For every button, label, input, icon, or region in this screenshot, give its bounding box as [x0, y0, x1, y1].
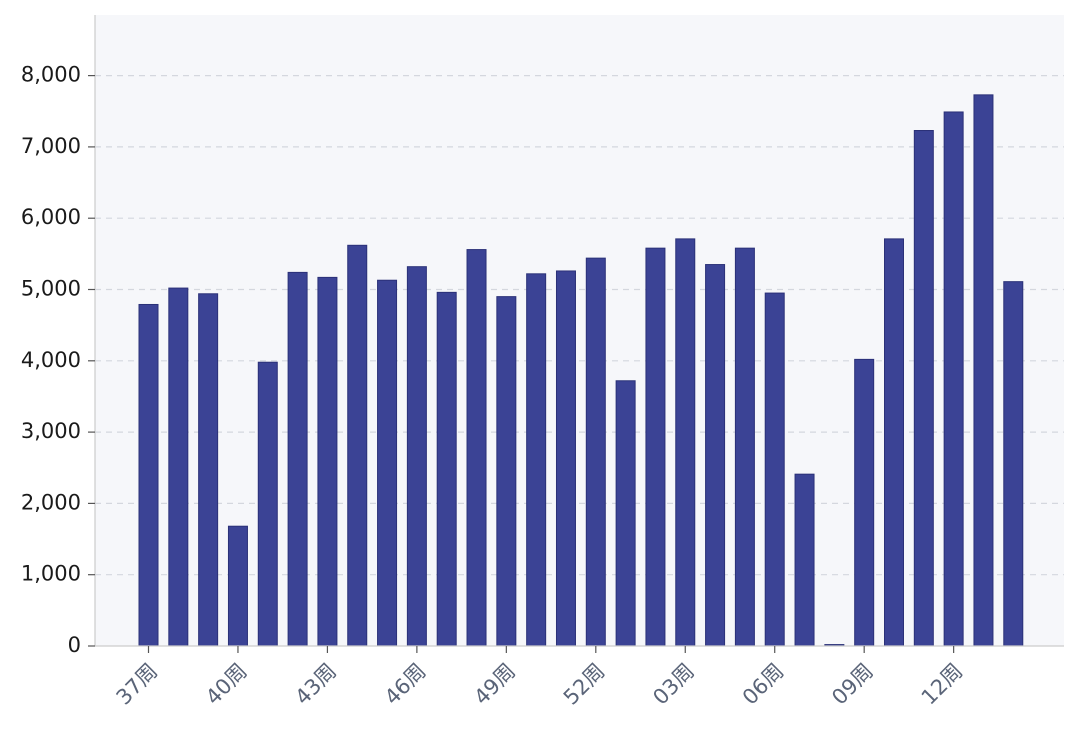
- bar-09周: [854, 358, 875, 647]
- y-tick-label: 4,000: [21, 348, 81, 372]
- bar-42周: [287, 271, 308, 647]
- axes: [94, 15, 1064, 647]
- bar-05周: [734, 247, 755, 647]
- bar-07周: [794, 473, 815, 647]
- bar-14周: [1003, 281, 1024, 647]
- y-tick-label: 7,000: [21, 134, 81, 158]
- bar-10周: [884, 238, 904, 647]
- y-tick-label: 8,000: [21, 63, 81, 87]
- y-tick-label: 0: [68, 633, 81, 657]
- x-tick-label: 40周: [201, 659, 252, 710]
- bar-11周: [913, 130, 934, 647]
- y-tick-label: 2,000: [21, 490, 81, 514]
- bar-06周: [764, 292, 785, 647]
- bar-01周: [615, 380, 636, 647]
- x-tick-label: 49周: [469, 659, 520, 710]
- bar-45周: [377, 279, 398, 647]
- x-tick-label: 46周: [380, 659, 431, 710]
- y-tick-label: 6,000: [21, 205, 81, 229]
- x-tick-label: 06周: [738, 659, 789, 710]
- bar-40周: [227, 525, 248, 647]
- bar-39周: [198, 293, 219, 647]
- bar-51周: [555, 270, 576, 647]
- y-tick-label: 1,000: [21, 562, 81, 586]
- y-axis-ticks: 0 1,000 2,000 3,000 4,000 5,000 6,000 7,000 8,00…: [21, 63, 95, 657]
- x-tick-label: 03周: [648, 659, 699, 710]
- bar-13周: [973, 94, 994, 647]
- x-tick-label: 12周: [917, 659, 968, 710]
- bar-47周: [436, 291, 457, 647]
- bar-02周: [645, 247, 666, 647]
- bar-03周: [675, 238, 696, 647]
- bar-38周: [168, 287, 189, 647]
- x-axis-ticks: 37周 40周 43周 46周 49周 52周 03周 06周 09周 12周: [112, 646, 968, 710]
- x-tick-label: 09周: [827, 659, 878, 710]
- x-tick-label: 37周: [112, 659, 163, 710]
- bar-52周: [585, 257, 606, 647]
- x-tick-label: 43周: [290, 659, 341, 710]
- bar-50周: [526, 273, 547, 647]
- y-tick-label: 5,000: [21, 277, 81, 301]
- bar-37周: [138, 303, 159, 647]
- bar-04周: [705, 264, 726, 647]
- bar-46周: [406, 266, 427, 647]
- bar-49周: [496, 296, 517, 647]
- bar-48周: [466, 249, 487, 647]
- bar-43周: [317, 276, 338, 647]
- bar-44周: [347, 244, 368, 647]
- bars: [138, 94, 1024, 647]
- y-tick-label: 3,000: [21, 419, 81, 443]
- bar-12周: [943, 111, 964, 647]
- bar-41周: [257, 361, 278, 647]
- x-tick-label: 52周: [559, 659, 610, 710]
